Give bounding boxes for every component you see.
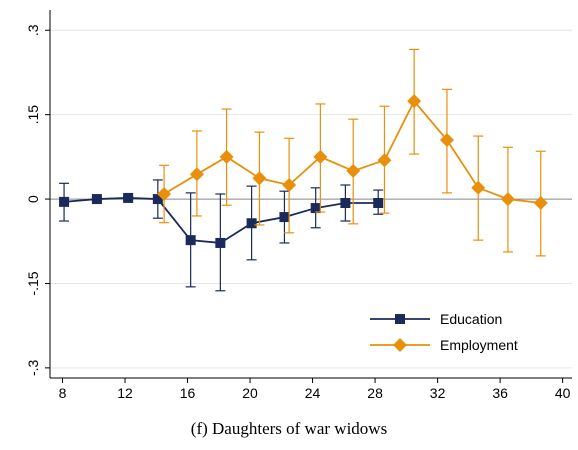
y-tick-label: .15 — [25, 105, 41, 125]
marker — [123, 192, 134, 203]
marker — [373, 198, 384, 209]
marker — [500, 192, 515, 207]
marker — [377, 153, 392, 168]
x-tick-label: 8 — [59, 385, 67, 401]
y-tick-label: -.15 — [25, 271, 41, 295]
marker — [393, 338, 407, 352]
marker — [246, 218, 257, 229]
marker — [185, 235, 196, 246]
y-tick-label: -.3 — [25, 359, 41, 376]
x-tick-label: 36 — [492, 385, 508, 401]
y-tick-label: 0 — [25, 195, 41, 203]
marker — [313, 149, 328, 164]
marker — [282, 177, 297, 192]
marker — [310, 203, 321, 214]
x-tick-label: 16 — [180, 385, 196, 401]
marker — [219, 149, 234, 164]
x-tick-label: 28 — [367, 385, 383, 401]
marker — [439, 132, 454, 147]
y-tick-label: .3 — [25, 24, 41, 36]
marker — [279, 212, 290, 223]
marker — [59, 196, 70, 207]
marker — [346, 163, 361, 178]
x-tick-label: 40 — [555, 385, 571, 401]
marker — [407, 94, 422, 109]
caption: (f) Daughters of war widows — [191, 419, 387, 438]
legend-label: Education — [440, 311, 502, 327]
x-tick-label: 12 — [117, 385, 133, 401]
marker — [471, 180, 486, 195]
marker — [157, 187, 172, 201]
marker — [91, 194, 102, 205]
marker — [152, 194, 163, 205]
marker — [252, 171, 267, 186]
marker — [533, 196, 548, 211]
x-tick-label: 32 — [430, 385, 446, 401]
marker — [215, 237, 226, 248]
marker — [340, 198, 351, 209]
marker — [395, 314, 405, 324]
x-tick-label: 20 — [242, 385, 258, 401]
x-tick-label: 24 — [305, 385, 321, 401]
legend-box — [360, 303, 560, 361]
marker — [189, 167, 204, 182]
legend-label: Employment — [440, 337, 518, 353]
